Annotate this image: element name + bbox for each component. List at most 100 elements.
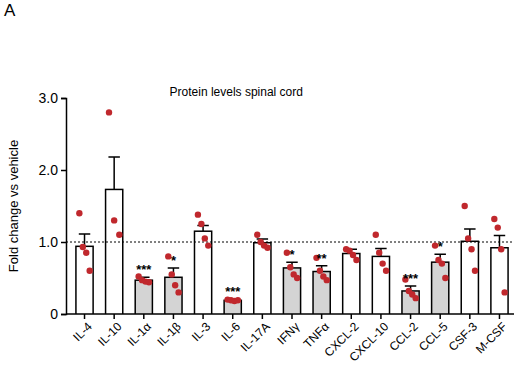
plot-area [66, 109, 514, 314]
data-point [83, 250, 89, 256]
y-tick-mark [61, 170, 66, 172]
data-point [376, 250, 382, 256]
data-point [317, 268, 323, 274]
significance-label: *** [403, 271, 419, 286]
data-point [413, 295, 419, 301]
significance-label: *** [136, 262, 152, 277]
data-point [106, 109, 112, 115]
y-tick-mark [61, 98, 66, 100]
significance-label: * [438, 239, 444, 254]
bar [402, 291, 419, 314]
error-bar [168, 268, 179, 277]
data-point [373, 232, 379, 238]
data-point [86, 268, 92, 274]
chart: A Protein levels spinal cord 0 1.0 2.0 3.0 Fol… [0, 0, 524, 385]
x-tick: M-CSF [473, 314, 510, 356]
panel-label: A [4, 1, 16, 20]
x-tick-label: IL-17A [238, 320, 273, 355]
data-point [195, 211, 201, 217]
y-tick: 1.0 [39, 234, 66, 250]
bar [343, 254, 360, 314]
y-tick: 3.0 [39, 90, 66, 106]
data-point [80, 244, 86, 250]
significance-label: ** [317, 251, 328, 266]
data-point [146, 279, 152, 285]
x-tick: IL-3 [189, 314, 214, 344]
y-tick: 2.0 [39, 162, 66, 178]
y-tick-label: 0 [50, 306, 58, 322]
error-bar [375, 248, 386, 256]
data-point [202, 235, 208, 241]
error-bar [464, 229, 475, 241]
significance-label: * [289, 247, 295, 262]
x-tick-mark [84, 314, 86, 319]
significance-label: *** [225, 284, 241, 299]
x-tick: CXCL-10 [346, 314, 391, 364]
x-tick: IL-10 [95, 314, 124, 349]
x-tick-label: CXCL-10 [346, 319, 391, 364]
x-tick: IL-1α [125, 314, 154, 349]
bar [372, 256, 389, 314]
x-tick-label: CCL-5 [416, 319, 451, 354]
x-tick-mark [410, 314, 412, 319]
data-point [495, 224, 501, 230]
x-tick: IL-6 [219, 314, 244, 344]
bar [165, 277, 182, 314]
y-tick-mark [61, 314, 66, 316]
bar [461, 241, 478, 314]
data-point [111, 217, 117, 223]
x-tick: IFNγ [275, 314, 303, 347]
x-tick-label: CCL-2 [386, 319, 421, 354]
data-point [169, 271, 175, 277]
x-tick-mark [469, 314, 471, 319]
y-tick-label: 2.0 [39, 162, 59, 178]
bars [76, 189, 508, 314]
bar [283, 268, 300, 314]
x-axis: IL-4IL-10IL-1αIL-1βIL-3IL-6IL-17AIFNγTNF… [66, 314, 514, 364]
error-bar [108, 157, 119, 189]
y-tick-mark [61, 242, 66, 244]
data-point [294, 275, 300, 281]
x-tick: IL-17A [238, 314, 273, 354]
x-tick-mark [380, 314, 382, 319]
data-point [264, 245, 270, 251]
data-points [76, 109, 508, 304]
bar [432, 262, 449, 314]
data-point [205, 242, 211, 248]
data-point [116, 232, 122, 238]
x-tick-mark [262, 314, 264, 319]
x-tick-mark [113, 314, 115, 319]
data-point [172, 282, 178, 288]
data-point [198, 221, 204, 227]
data-point [501, 289, 507, 295]
x-tick-mark [232, 314, 234, 319]
data-point [383, 268, 389, 274]
data-point [175, 289, 181, 295]
x-tick-mark [173, 314, 175, 319]
title: Protein levels spinal cord [170, 85, 303, 99]
x-tick-mark [499, 314, 501, 319]
x-tick-mark [439, 314, 441, 319]
x-tick-label: IL-4 [70, 319, 95, 344]
data-point [254, 232, 260, 238]
bar [313, 272, 330, 314]
x-tick-label: IL-6 [219, 319, 244, 344]
x-tick-mark [321, 314, 323, 319]
data-point [324, 277, 330, 283]
y-tick: 0 [50, 306, 66, 322]
x-tick: IL-4 [70, 314, 95, 344]
y-axis-line [61, 99, 67, 315]
bar [194, 231, 211, 314]
data-point [461, 203, 467, 209]
x-tick-mark [351, 314, 353, 319]
y-axis-title: Fold change vs vehicle [6, 140, 21, 272]
y-tick-label: 1.0 [39, 234, 59, 250]
x-tick-mark [291, 314, 293, 319]
x-tick: IL-1β [154, 314, 183, 349]
bar [76, 246, 93, 314]
significance-label: * [171, 253, 177, 268]
x-tick-label: M-CSF [473, 320, 510, 357]
reference-line [66, 242, 514, 243]
data-point [287, 264, 293, 270]
data-point [465, 235, 471, 241]
